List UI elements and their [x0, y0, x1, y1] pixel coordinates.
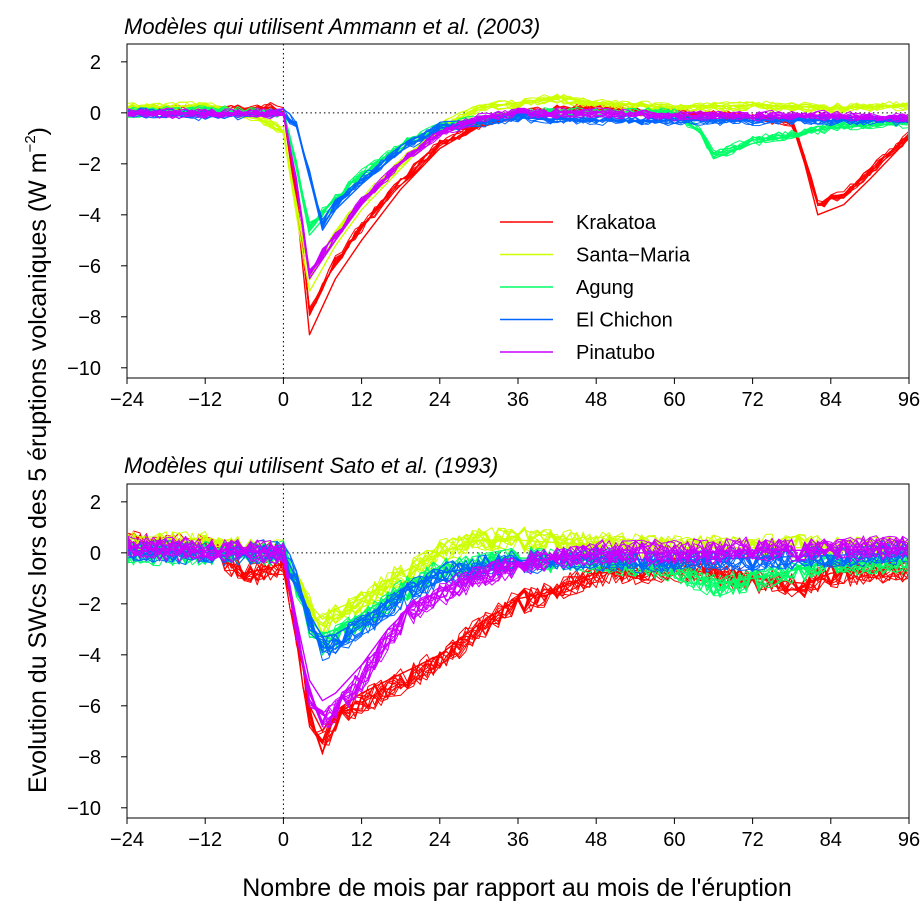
- legend-label: Pinatubo: [576, 342, 655, 364]
- x-axis-title: Nombre de mois par rapport au mois de l'…: [242, 874, 792, 902]
- series-member-line: [128, 539, 908, 725]
- y-tick-label: −2: [78, 154, 101, 176]
- x-tick-label: 96: [898, 389, 920, 411]
- x-tick-label: 36: [507, 829, 529, 851]
- plot-frame: [126, 43, 910, 379]
- y-tick-label: −4: [78, 645, 101, 667]
- series-member-line: [128, 109, 908, 272]
- y-tick-label: −8: [78, 307, 101, 329]
- series-member-line: [128, 109, 908, 230]
- x-tick-label: 0: [278, 829, 289, 851]
- x-tick-label: −12: [188, 389, 222, 411]
- legend-label: Santa−Maria: [576, 245, 691, 267]
- x-tick-label: 48: [585, 829, 607, 851]
- y-axis-title: Evolution du SWcs lors des 5 éruptions v…: [22, 127, 52, 793]
- series-pinatubo: [128, 107, 908, 280]
- y-tick-label: −8: [78, 747, 101, 769]
- y-tick-label: −10: [67, 358, 101, 380]
- x-tick-label: 0: [278, 389, 289, 411]
- y-tick-label: −2: [78, 594, 101, 616]
- panel-2-plot: −24 −12 0 12 24 36 48 60 72 84 96 2 0 −2 −4 −6 −8 −10: [67, 483, 920, 851]
- series-member-line: [128, 107, 908, 315]
- series-group: [128, 526, 908, 755]
- series-mean-line: [128, 112, 908, 280]
- y-tick-label: −4: [78, 205, 101, 227]
- x-tick-label: −24: [110, 829, 144, 851]
- y-tick-label: −6: [78, 696, 101, 718]
- series-mean-line: [128, 547, 908, 702]
- x-tick-label: 84: [820, 389, 842, 411]
- series-member-line: [128, 110, 908, 225]
- x-tick-label: 96: [898, 829, 920, 851]
- x-tick-label: 24: [429, 829, 451, 851]
- legend: Krakatoa Santa−Maria Agung El Chichon Pinatu…: [500, 212, 691, 364]
- legend-label: El Chichon: [576, 310, 673, 332]
- y-tick-label: −6: [78, 256, 101, 278]
- y-tick-label: 0: [90, 103, 101, 125]
- series-member-line: [128, 107, 908, 226]
- x-tick-label: 60: [663, 389, 685, 411]
- series-member-line: [128, 537, 908, 726]
- y-tick-label: −10: [67, 798, 101, 820]
- legend-label: Krakatoa: [576, 212, 657, 234]
- series-member-line: [128, 111, 908, 226]
- series-mean-line: [128, 541, 908, 732]
- series-member-line: [128, 98, 908, 276]
- series-member-line: [128, 97, 908, 281]
- y-tick-label: 2: [90, 492, 101, 514]
- y-axis-title-superscript: −2: [22, 135, 39, 152]
- series-pinatubo: [128, 534, 908, 729]
- panel-1-title: Modèles qui utilisent Ammann et al. (200…: [124, 14, 540, 39]
- x-tick-label: 84: [820, 829, 842, 851]
- series-mean-line: [128, 109, 908, 236]
- x-tick-label: 12: [350, 389, 372, 411]
- series-member-line: [128, 110, 908, 277]
- x-tick-label: −12: [188, 829, 222, 851]
- series-member-line: [128, 536, 908, 729]
- x-tick-label: 12: [350, 829, 372, 851]
- panel-1-plot: −24 −12 0 12 24 36 48 60 72 84 96 2 0 −2 −4 −6 −8 −10: [67, 43, 920, 411]
- panel-2-title: Modèles qui utilisent Sato et al. (1993): [124, 453, 498, 478]
- y-tick-label: 0: [90, 543, 101, 565]
- series-mean-line: [128, 106, 908, 336]
- series-mean-line: [128, 112, 908, 231]
- legend-label: Agung: [576, 277, 634, 299]
- y-axis-title-close: ): [24, 127, 52, 135]
- x-tick-label: 72: [741, 389, 763, 411]
- x-tick-label: 48: [585, 389, 607, 411]
- series-member-line: [128, 535, 908, 721]
- series-member-line: [128, 110, 908, 228]
- y-axis-title-main: Evolution du SWcs lors des 5 éruptions v…: [24, 152, 52, 793]
- y-tick-label: 2: [90, 52, 101, 74]
- x-tick-label: 24: [429, 389, 451, 411]
- series-member-line: [128, 107, 908, 276]
- x-tick-label: 72: [741, 829, 763, 851]
- series-group: [128, 93, 908, 336]
- series-member-line: [128, 109, 908, 232]
- x-tick-label: 60: [663, 829, 685, 851]
- x-tick-label: 36: [507, 389, 529, 411]
- x-tick-label: −24: [110, 389, 144, 411]
